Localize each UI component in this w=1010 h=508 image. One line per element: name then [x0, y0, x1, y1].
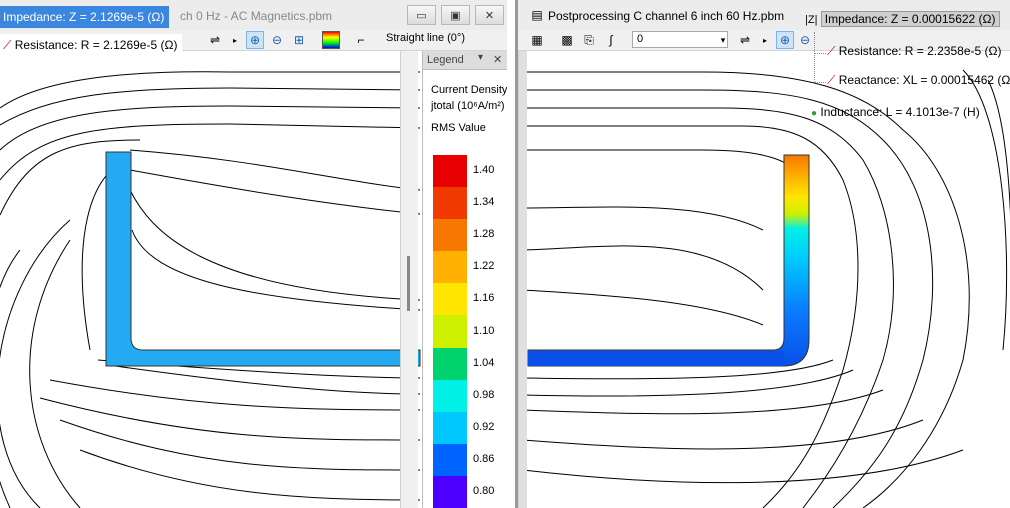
- legend-value-label: 1.16: [473, 292, 495, 305]
- legend-colorbar: [433, 155, 467, 508]
- scrollbar-thumb[interactable]: [407, 256, 410, 311]
- impedance-icon: |Z|: [805, 14, 818, 26]
- tree-row-reactance[interactable]: ⟋ Reactance: XL = 0.00015462 (Ω): [827, 73, 1010, 88]
- legend-title: Current Density: [431, 84, 507, 96]
- layer-select[interactable]: 0: [632, 31, 728, 48]
- export-icon[interactable]: ⎘: [584, 32, 594, 47]
- dropdown-arrow-icon-right[interactable]: ▸: [762, 35, 767, 45]
- field-lines-icon-right[interactable]: ⇌: [739, 33, 751, 47]
- integral-icon[interactable]: ∫: [609, 33, 613, 47]
- color-map-icon[interactable]: [322, 31, 340, 49]
- impedance-label: Impedance: Z = 0.00015622 (Ω): [820, 11, 1000, 27]
- right-document-window: ▤ Postprocessing C channel 6 inch 60 Hz.…: [515, 0, 1010, 508]
- colorbar-segment: [433, 379, 467, 412]
- legend-value-label: 0.98: [473, 388, 495, 401]
- view-mode-field[interactable]: Straight line (0°): [386, 32, 465, 44]
- legend-value-label: 1.28: [473, 228, 495, 241]
- colorbar-segment: [433, 187, 467, 220]
- colorbar-segment: [433, 475, 467, 508]
- resistance-label-left: Resistance: R = 2.1269e-5 (Ω): [14, 38, 178, 52]
- legend-value-label: 0.86: [473, 452, 495, 465]
- splitter-bar[interactable]: [518, 51, 527, 508]
- legend-value-label: 1.04: [473, 356, 495, 369]
- zoom-fit-icon[interactable]: ⊞: [293, 33, 305, 47]
- restore-button[interactable]: ▣: [441, 5, 470, 25]
- legend-quantity: jtotal (10⁶A/m²): [431, 100, 505, 112]
- legend-value-label: 1.10: [473, 324, 495, 337]
- minimize-button[interactable]: ▭: [407, 5, 436, 25]
- legend-value-label: 1.40: [473, 164, 495, 177]
- reactance-icon: ⟋: [827, 73, 836, 87]
- colorbar-segment: [433, 219, 467, 252]
- right-toolbar: ▦ ▩ ⎘ ∫ 0 ▾ ⇌ ▸ ⊕ ⊖: [518, 30, 1010, 51]
- legend-panel: Legend ▾ ✕ Current Density jtotal (10⁶A/…: [422, 51, 507, 508]
- tree-row-inductance[interactable]: ● Inductance: L = 4.1013e-7 (H): [811, 105, 980, 119]
- legend-value-label: 1.22: [473, 260, 495, 273]
- results-tree: |Z| Impedance: Z = 0.00015622 (Ω) ⟋ Resi…: [805, 10, 1010, 140]
- tree-row-resistance[interactable]: ⟋ Resistance: R = 2.2358e-5 (Ω): [827, 44, 1001, 59]
- zoom-in-icon-right[interactable]: ⊕: [776, 31, 794, 49]
- tree-connector-line: [814, 32, 815, 82]
- select-arrow-icon[interactable]: ▾: [720, 34, 726, 45]
- tree-connector-h2: [814, 82, 826, 83]
- legend-header: Legend ▾ ✕: [423, 51, 507, 70]
- colorbar-segment: [433, 283, 467, 316]
- vertical-scrollbar[interactable]: [400, 51, 418, 508]
- legend-value-label: 0.92: [473, 420, 495, 433]
- close-button[interactable]: ✕: [475, 5, 504, 25]
- left-plot-svg: [0, 71, 421, 508]
- resistance-row-left[interactable]: ⟋ Resistance: R = 2.1269e-5 (Ω): [0, 34, 183, 56]
- zoom-out-icon-right[interactable]: ⊖: [799, 33, 811, 47]
- legend-header-label: Legend: [427, 54, 464, 66]
- right-field-plot[interactable]: [518, 51, 1010, 508]
- left-document-window: ch 0 Hz - AC Magnetics.pbm ▭ ▣ ✕ ⇌ ▸ ⊕ ⊖…: [0, 0, 507, 508]
- select-contour-icon[interactable]: ⌐: [357, 33, 365, 47]
- legend-menu-icon[interactable]: ▾: [478, 52, 484, 63]
- inductance-label: Inductance: L = 4.1013e-7 (H): [820, 105, 980, 119]
- calculator-icon[interactable]: ▩: [561, 33, 573, 47]
- colorbar-segment: [433, 443, 467, 476]
- left-window-title: ch 0 Hz - AC Magnetics.pbm: [180, 9, 333, 23]
- legend-value-label: 1.34: [473, 196, 495, 209]
- resistance-icon-right: ⟋: [827, 44, 836, 58]
- colorbar-segment: [433, 411, 467, 444]
- resistance-label: Resistance: R = 2.2358e-5 (Ω): [838, 44, 1002, 58]
- right-plot-svg: [522, 69, 1010, 508]
- legend-close-icon[interactable]: ✕: [493, 54, 503, 66]
- tree-connector-h1: [814, 53, 826, 54]
- layers-icon[interactable]: ▦: [531, 33, 543, 47]
- left-field-plot[interactable]: [0, 51, 507, 508]
- legend-rms-label: RMS Value: [431, 122, 486, 134]
- document-icon: ▤: [531, 8, 543, 22]
- right-window-title: Postprocessing C channel 6 inch 60 Hz.pb…: [548, 9, 785, 23]
- field-lines-icon[interactable]: ⇌: [209, 33, 221, 47]
- resistance-icon: ⟋: [3, 38, 15, 52]
- legend-value-label: 0.80: [473, 484, 495, 497]
- colorbar-segment: [433, 347, 467, 380]
- zoom-in-icon[interactable]: ⊕: [246, 31, 264, 49]
- reactance-label: Reactance: XL = 0.00015462 (Ω): [838, 73, 1010, 87]
- inductance-dot-icon: ●: [811, 108, 818, 119]
- tree-row-impedance[interactable]: |Z| Impedance: Z = 0.00015622 (Ω): [805, 11, 1000, 27]
- dropdown-arrow-icon[interactable]: ▸: [232, 35, 237, 45]
- colorbar-segment: [433, 251, 467, 284]
- colorbar-segment: [433, 155, 467, 188]
- colorbar-segment: [433, 315, 467, 348]
- impedance-tab-left[interactable]: Impedance: Z = 2.1269e-5 (Ω): [0, 6, 170, 28]
- zoom-out-icon[interactable]: ⊖: [271, 33, 283, 47]
